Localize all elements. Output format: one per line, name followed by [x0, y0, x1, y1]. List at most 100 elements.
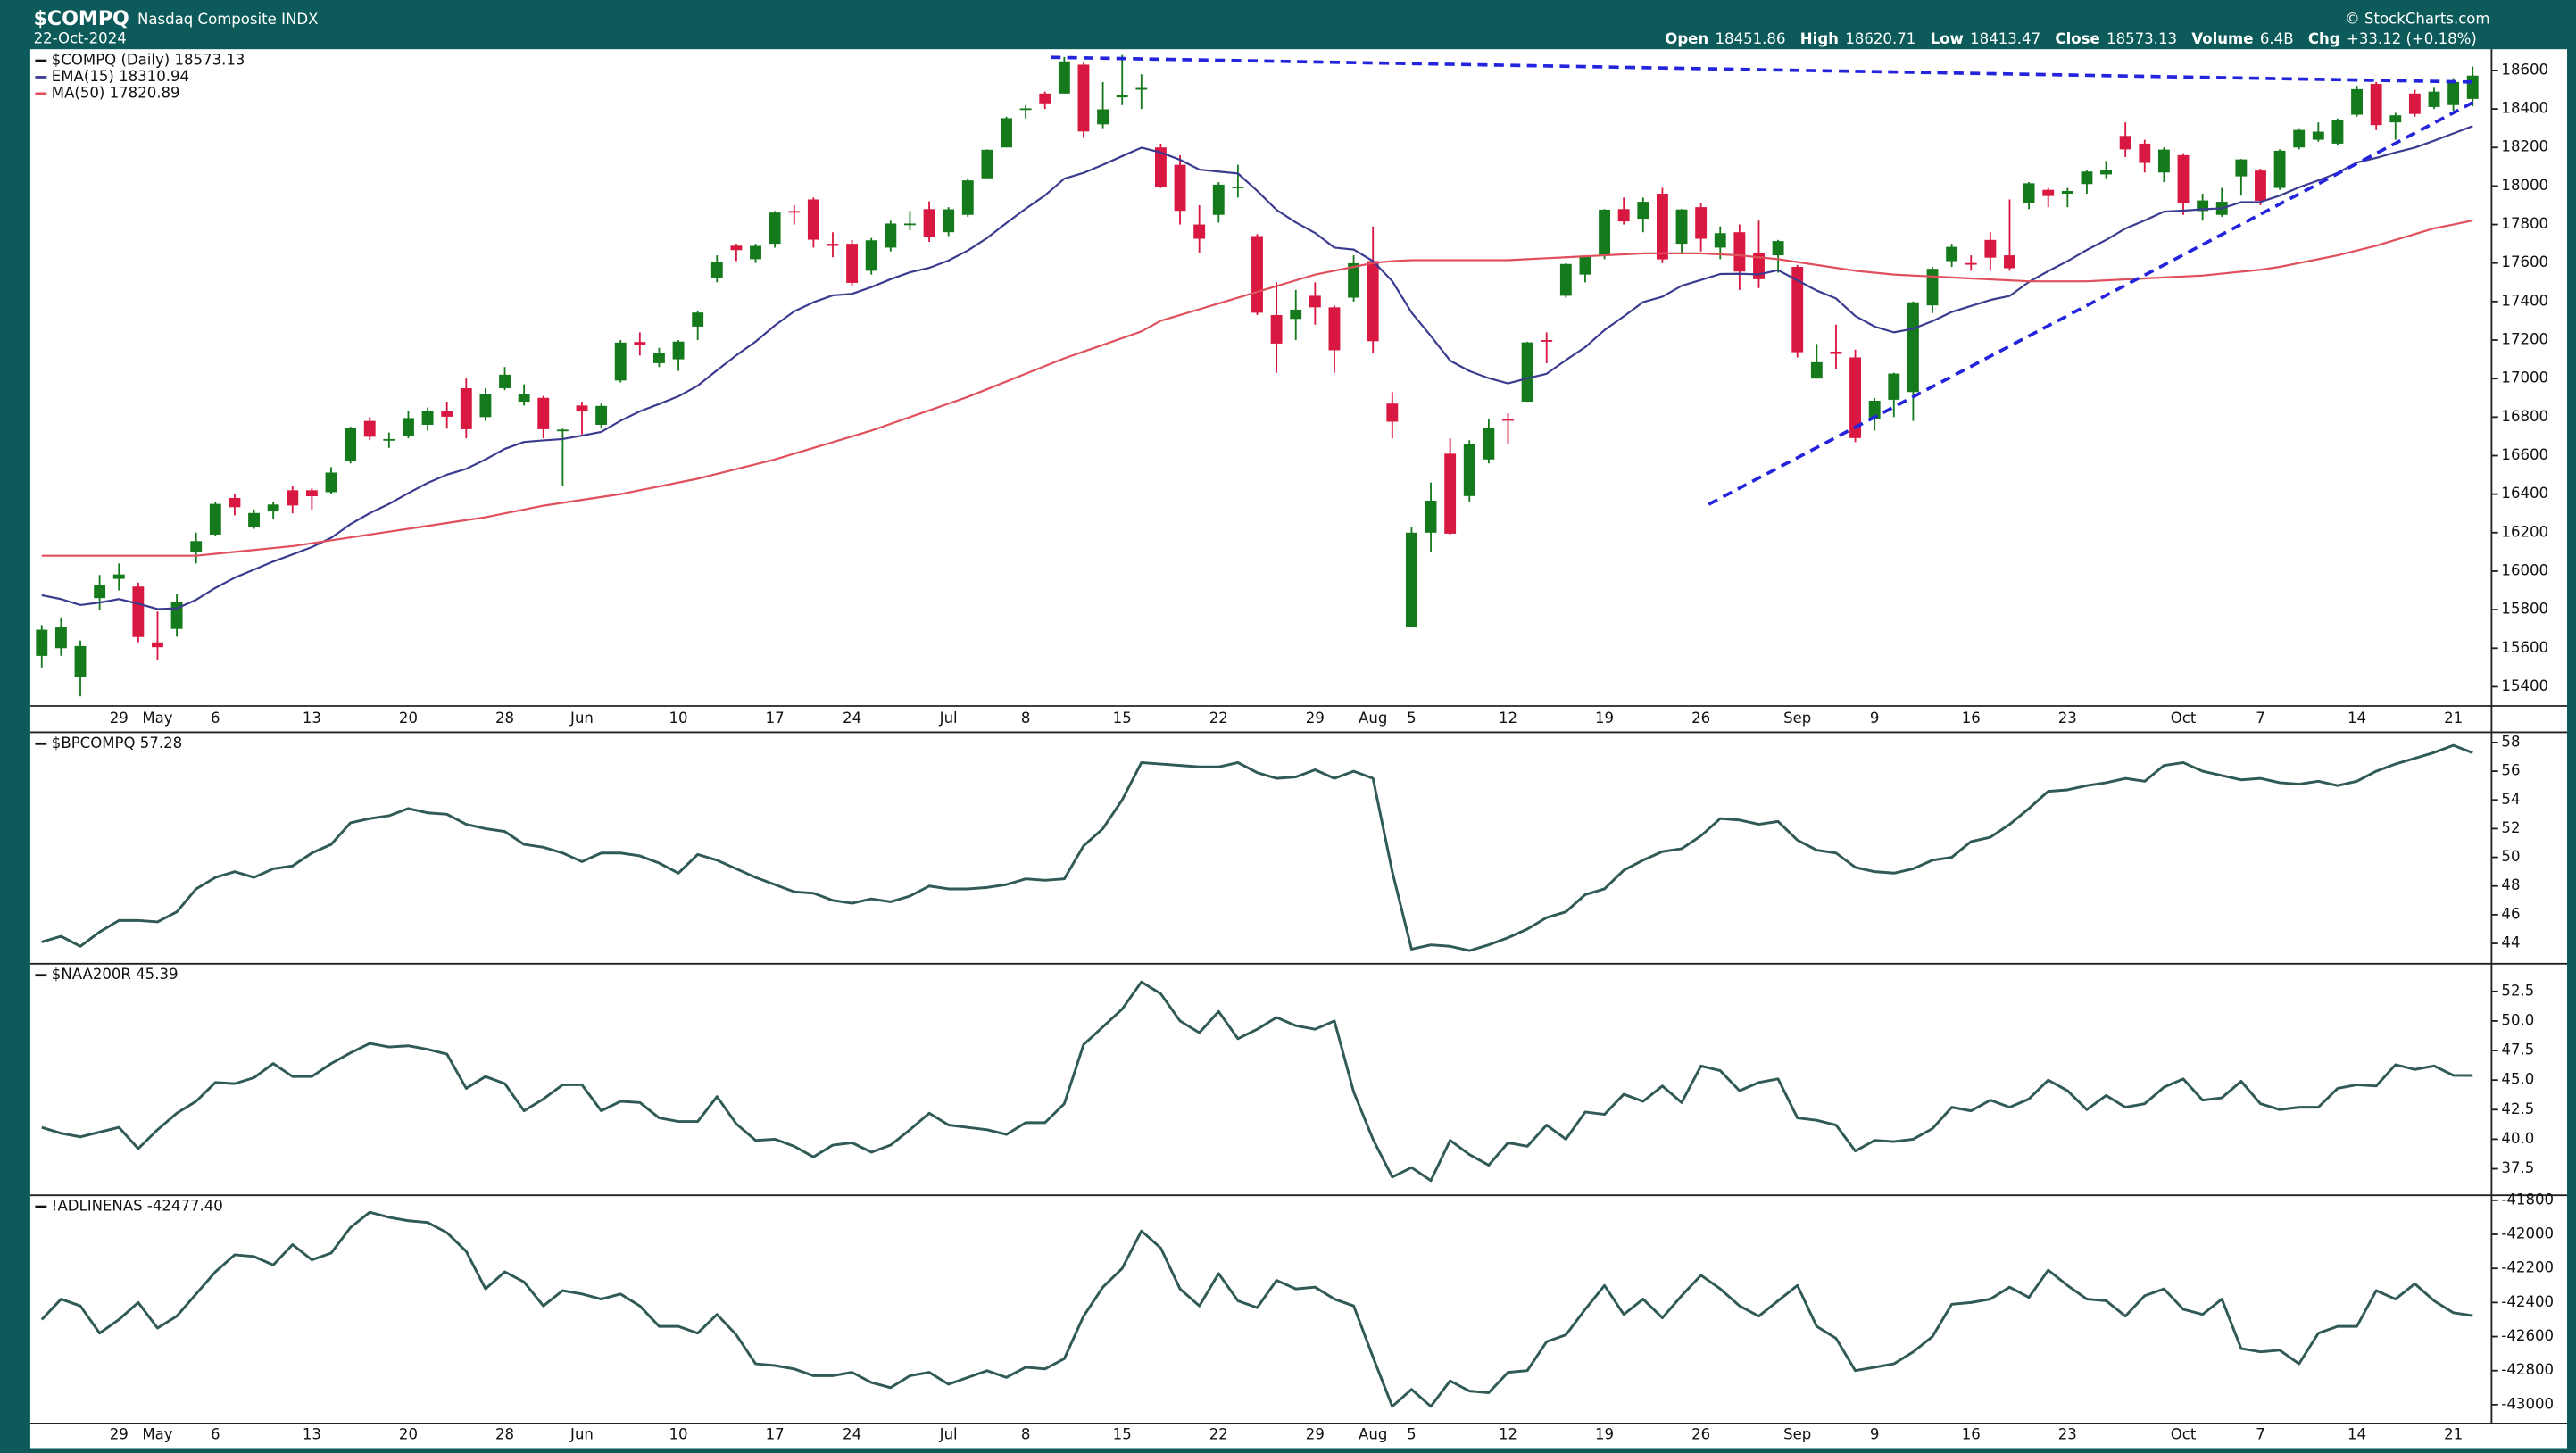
quote-value: 18413.47 — [1970, 30, 2040, 47]
x-tick-label: Aug — [1359, 1425, 1387, 1442]
legend-label: MA(50) 17820.89 — [52, 84, 180, 101]
candle-body — [267, 504, 279, 512]
candle-body — [692, 312, 704, 327]
x-tick-label: 8 — [1021, 1425, 1031, 1442]
quote: Open 18451.86 High 18620.71 Low 18413.47 Cl… — [1665, 30, 2477, 47]
candle-body — [1097, 109, 1109, 125]
candle-body — [1888, 373, 1900, 400]
quote-label: Chg — [2308, 30, 2340, 47]
y-tick-label: 50.0 — [2501, 1011, 2534, 1028]
x-tick-label: 28 — [495, 710, 514, 726]
series-line — [41, 980, 2473, 1183]
x-tick-label: 29 — [110, 710, 129, 726]
candle-body — [1367, 261, 1379, 342]
x-tick-label: Oct — [2171, 710, 2197, 726]
quote-label: Volume — [2191, 30, 2253, 47]
y-tick-label: 15800 — [2501, 601, 2548, 618]
x-tick-label: 12 — [1499, 710, 1517, 726]
candle-body — [1463, 444, 1475, 496]
candle-body — [1791, 267, 1804, 353]
y-tick-label: -43000 — [2501, 1395, 2554, 1412]
candle-body — [36, 629, 48, 656]
x-tick-label: 23 — [2058, 710, 2077, 726]
candle-body — [132, 586, 145, 637]
candle-body — [305, 490, 318, 497]
candle-body — [345, 428, 357, 461]
series-line — [40, 1210, 2473, 1408]
candle-body — [421, 411, 434, 425]
y-tick-label: 18000 — [2501, 177, 2548, 194]
candle-body — [2177, 154, 2190, 203]
candle-body — [2428, 91, 2440, 107]
candle-body — [1077, 64, 1090, 132]
x-tick-label: Jul — [939, 710, 958, 726]
y-tick-label: 16600 — [2501, 446, 2548, 463]
legend-label: $COMPQ (Daily) 18573.13 — [52, 52, 245, 69]
candle-body — [1290, 309, 1302, 320]
candle-body — [1675, 209, 1688, 245]
candle-body — [1830, 351, 1842, 354]
candle-body — [1772, 241, 1784, 256]
x-tick-label: Sep — [1783, 710, 1811, 726]
candle-body — [961, 180, 974, 215]
candle-body — [769, 212, 781, 245]
x-tick-label: 14 — [2347, 1425, 2366, 1442]
series-line — [41, 743, 2473, 952]
candle-body — [576, 405, 588, 412]
candle-body — [2466, 75, 2479, 99]
candle-body — [1907, 302, 1919, 393]
candle-body — [2119, 136, 2131, 150]
x-tick-label: 24 — [843, 1425, 861, 1442]
candle-body — [807, 199, 819, 240]
candle-body — [1001, 118, 1012, 148]
candle-body — [537, 397, 550, 429]
candle-body — [1348, 262, 1360, 298]
x-tick-label: 21 — [2444, 1425, 2463, 1442]
candle-body — [943, 209, 955, 233]
candle-body — [2197, 200, 2209, 212]
x-tick-label: 12 — [1499, 1425, 1517, 1442]
y-tick-label: 17200 — [2501, 331, 2548, 348]
x-tick-label: 20 — [399, 1425, 418, 1442]
x-tick-label: 16 — [1962, 710, 1981, 726]
candle-body — [2061, 191, 2073, 195]
candle-body — [1425, 500, 1437, 533]
y-tick-label: 16800 — [2501, 408, 2548, 425]
quote-label: Open — [1665, 30, 1708, 47]
candle-body — [1599, 209, 1611, 256]
candle-body — [1154, 147, 1167, 187]
x-tick-label: Jun — [569, 1425, 594, 1442]
x-tick-label: Oct — [2171, 1425, 2197, 1442]
x-tick-label: 10 — [669, 710, 688, 726]
x-tick-label: 29 — [110, 1425, 129, 1442]
candle-body — [1521, 342, 1533, 403]
candle-body — [788, 211, 801, 213]
candle-body — [2081, 171, 2093, 185]
candle-body — [981, 149, 993, 179]
x-tick-label: 22 — [1209, 1425, 1228, 1442]
x-tick-label: 9 — [1870, 1425, 1880, 1442]
series-line — [41, 219, 2473, 557]
candle-body — [1714, 233, 1726, 248]
candle-body — [94, 585, 106, 599]
legend-label: $BPCOMPQ 57.28 — [52, 735, 182, 751]
candle-body — [2004, 255, 2015, 269]
candle-body — [1946, 246, 1958, 262]
candle-body — [1116, 95, 1128, 98]
y-tick-label: 52.5 — [2501, 982, 2534, 999]
candle-body — [885, 223, 897, 248]
candle-body — [1444, 453, 1457, 534]
y-tick-label: 56 — [2501, 762, 2520, 779]
candle-body — [1926, 269, 1939, 306]
quote-value: 6.4B — [2260, 30, 2294, 47]
y-tick-label: -41800 — [2501, 1191, 2554, 1208]
candle-body — [1656, 194, 1668, 260]
candle-body — [865, 240, 877, 271]
y-tick-label: 18400 — [2501, 100, 2548, 117]
index-name: Nasdaq Composite INDX — [137, 11, 318, 28]
candle-body — [2389, 115, 2402, 123]
x-tick-label: 29 — [1306, 1425, 1325, 1442]
candle-body — [248, 512, 260, 527]
